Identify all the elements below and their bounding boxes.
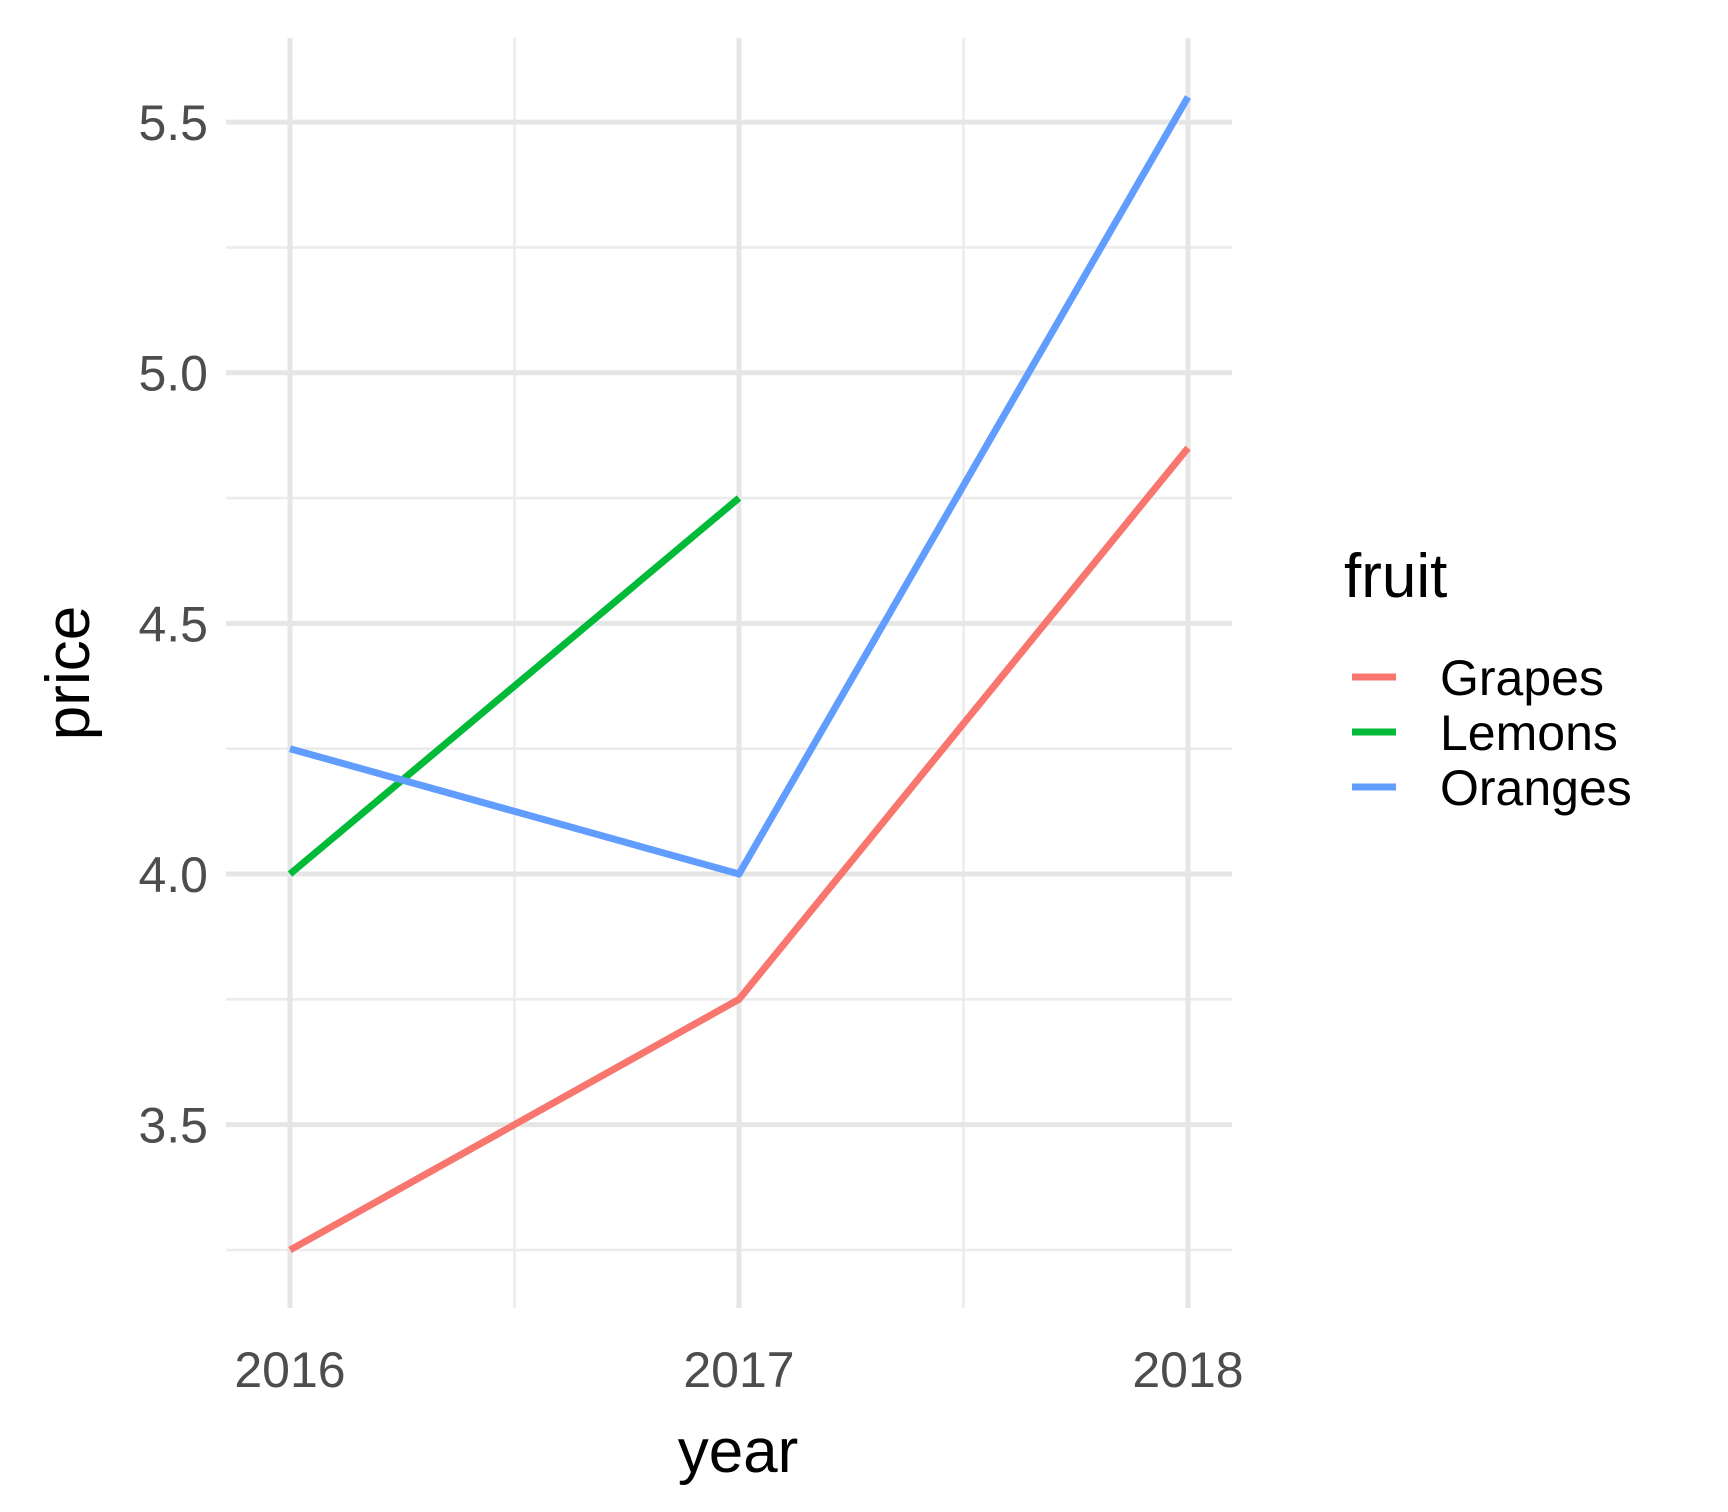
x-axis-title: year [678, 1417, 799, 1486]
legend-label-oranges: Oranges [1440, 760, 1632, 816]
y-axis-title: price [34, 606, 103, 740]
y-tick-label: 5.0 [138, 346, 208, 402]
legend-label-grapes: Grapes [1440, 650, 1604, 706]
x-tick-label: 2016 [234, 1342, 345, 1398]
y-tick-label: 4.5 [138, 596, 208, 652]
y-axis-ticks: 3.5 4.0 4.5 5.0 5.5 [138, 95, 208, 1154]
series-line-lemons [287, 495, 742, 877]
x-axis-ticks: 2016 2017 2018 [234, 1342, 1243, 1398]
series-line-oranges [289, 95, 1192, 878]
series-line-grapes [288, 445, 1191, 1254]
series-lines [287, 95, 1192, 1254]
x-tick-label: 2017 [683, 1342, 794, 1398]
y-tick-label: 3.5 [138, 1098, 208, 1154]
legend-title: fruit [1344, 542, 1447, 611]
y-tick-label: 5.5 [138, 95, 208, 151]
legend-label-lemons: Lemons [1440, 705, 1618, 761]
x-tick-label: 2018 [1132, 1342, 1243, 1398]
y-tick-label: 4.0 [138, 847, 208, 903]
grid [226, 38, 1232, 1308]
